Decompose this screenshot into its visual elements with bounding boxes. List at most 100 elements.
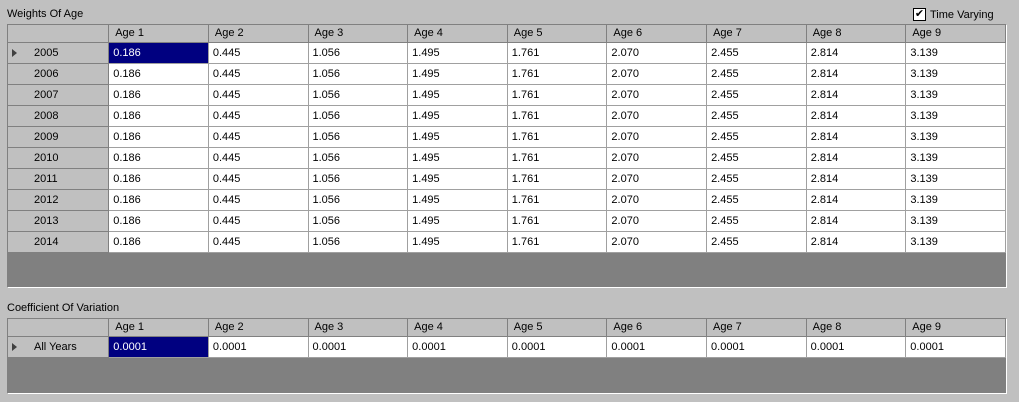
grid-cell[interactable]: 0.445 xyxy=(208,231,309,253)
column-header-age-3[interactable]: Age 3 xyxy=(308,319,409,337)
grid-cell[interactable]: 0.0001 xyxy=(706,336,807,358)
grid-cell[interactable]: 3.139 xyxy=(905,168,1006,190)
grid-cell[interactable]: 1.495 xyxy=(407,147,508,169)
grid-cell[interactable]: 0.0001 xyxy=(407,336,508,358)
grid-cell[interactable]: 2.455 xyxy=(706,231,807,253)
grid-cell[interactable]: 0.445 xyxy=(208,210,309,232)
grid-cell[interactable]: 1.761 xyxy=(507,63,608,85)
grid-cell[interactable]: 1.495 xyxy=(407,126,508,148)
grid-cell[interactable]: 2.070 xyxy=(606,189,708,211)
grid-cell[interactable]: 2.814 xyxy=(806,168,907,190)
grid-cell[interactable]: 3.139 xyxy=(905,105,1006,127)
column-header-age-8[interactable]: Age 8 xyxy=(806,319,907,337)
column-header-age-5[interactable]: Age 5 xyxy=(507,25,608,43)
grid-cell[interactable]: 1.761 xyxy=(507,42,608,64)
row-header[interactable]: 2014 xyxy=(8,231,110,253)
row-header[interactable]: 2009 xyxy=(8,126,110,148)
grid-cell[interactable]: 1.056 xyxy=(308,63,409,85)
grid-cell[interactable]: 2.814 xyxy=(806,63,907,85)
grid-cell[interactable]: 3.139 xyxy=(905,42,1006,64)
column-header-age-4[interactable]: Age 4 xyxy=(407,25,508,43)
grid-cell[interactable]: 1.056 xyxy=(308,84,409,106)
grid-cell[interactable]: 1.761 xyxy=(507,210,608,232)
grid-cell[interactable]: 2.455 xyxy=(706,84,807,106)
column-header-age-4[interactable]: Age 4 xyxy=(407,319,508,337)
grid-cell[interactable]: 2.455 xyxy=(706,63,807,85)
grid-cell[interactable]: 1.495 xyxy=(407,105,508,127)
grid-cell[interactable]: 1.761 xyxy=(507,189,608,211)
grid-cell[interactable]: 0.0001 xyxy=(507,336,608,358)
grid-cell[interactable]: 2.455 xyxy=(706,126,807,148)
column-header-age-9[interactable]: Age 9 xyxy=(905,319,1006,337)
grid-cell[interactable]: 2.814 xyxy=(806,84,907,106)
grid-cell[interactable]: 3.139 xyxy=(905,231,1006,253)
row-header[interactable]: 2008 xyxy=(8,105,110,127)
grid-cell[interactable]: 2.070 xyxy=(606,210,708,232)
column-header-age-1[interactable]: Age 1 xyxy=(108,319,209,337)
row-header[interactable]: 2006 xyxy=(8,63,110,85)
grid-cell[interactable]: 2.455 xyxy=(706,42,807,64)
grid-cell[interactable]: 1.056 xyxy=(308,42,409,64)
grid-cell[interactable]: 0.445 xyxy=(208,168,309,190)
grid-cell[interactable]: 0.445 xyxy=(208,147,309,169)
grid-cell[interactable]: 2.814 xyxy=(806,126,907,148)
grid-cell[interactable]: 3.139 xyxy=(905,126,1006,148)
column-header-age-2[interactable]: Age 2 xyxy=(208,25,309,43)
grid-cell[interactable]: 2.070 xyxy=(606,147,708,169)
grid-cell[interactable]: 1.761 xyxy=(507,168,608,190)
grid-cell[interactable]: 1.056 xyxy=(308,147,409,169)
row-header[interactable]: 2013 xyxy=(8,210,110,232)
grid-cell[interactable]: 2.455 xyxy=(706,189,807,211)
column-header-age-7[interactable]: Age 7 xyxy=(706,319,807,337)
grid-cell[interactable]: 1.056 xyxy=(308,126,409,148)
grid-cell[interactable]: 0.445 xyxy=(208,84,309,106)
grid-cell[interactable]: 0.0001 xyxy=(308,336,409,358)
grid-cell[interactable]: 2.070 xyxy=(606,231,708,253)
grid-cell[interactable]: 3.139 xyxy=(905,63,1006,85)
grid-cell[interactable]: 0.0001 xyxy=(806,336,907,358)
column-header-age-6[interactable]: Age 6 xyxy=(606,319,708,337)
grid-cell[interactable]: 0.186 xyxy=(108,189,209,211)
column-header-age-1[interactable]: Age 1 xyxy=(108,25,209,43)
column-header-age-6[interactable]: Age 6 xyxy=(606,25,708,43)
grid-cell[interactable]: 0.445 xyxy=(208,42,309,64)
row-header[interactable]: 2005 xyxy=(8,42,110,64)
grid-cell[interactable]: 0.0001 xyxy=(108,336,209,358)
grid-cell[interactable]: 1.495 xyxy=(407,84,508,106)
grid-cell[interactable]: 0.0001 xyxy=(905,336,1006,358)
grid-cell[interactable]: 2.814 xyxy=(806,147,907,169)
column-header-age-8[interactable]: Age 8 xyxy=(806,25,907,43)
time-varying-toggle[interactable]: ✔ Time Varying xyxy=(913,8,994,21)
grid-cell[interactable]: 1.495 xyxy=(407,210,508,232)
grid-cell[interactable]: 0.0001 xyxy=(208,336,309,358)
grid-cell[interactable]: 1.761 xyxy=(507,147,608,169)
grid-cell[interactable]: 1.056 xyxy=(308,168,409,190)
grid-cell[interactable]: 0.186 xyxy=(108,105,209,127)
grid-cell[interactable]: 1.495 xyxy=(407,42,508,64)
grid-cell[interactable]: 3.139 xyxy=(905,210,1006,232)
grid-cell[interactable]: 3.139 xyxy=(905,147,1006,169)
grid-cell[interactable]: 2.814 xyxy=(806,105,907,127)
row-header[interactable]: All Years xyxy=(8,336,110,358)
grid-cell[interactable]: 2.455 xyxy=(706,105,807,127)
grid-cell[interactable]: 0.186 xyxy=(108,168,209,190)
grid-cell[interactable]: 2.814 xyxy=(806,231,907,253)
row-header[interactable]: 2011 xyxy=(8,168,110,190)
grid-cell[interactable]: 2.070 xyxy=(606,42,708,64)
time-varying-checkbox[interactable]: ✔ xyxy=(913,8,926,21)
grid-cell[interactable]: 1.495 xyxy=(407,63,508,85)
corner-header[interactable] xyxy=(8,319,110,337)
grid-cell[interactable]: 2.814 xyxy=(806,189,907,211)
grid-cell[interactable]: 0.186 xyxy=(108,84,209,106)
grid-cell[interactable]: 0.445 xyxy=(208,189,309,211)
grid-cell[interactable]: 1.761 xyxy=(507,84,608,106)
row-header[interactable]: 2007 xyxy=(8,84,110,106)
grid-cell[interactable]: 1.495 xyxy=(407,189,508,211)
column-header-age-9[interactable]: Age 9 xyxy=(905,25,1006,43)
grid-cell[interactable]: 2.814 xyxy=(806,42,907,64)
grid-cell[interactable]: 2.814 xyxy=(806,210,907,232)
grid-cell[interactable]: 0.186 xyxy=(108,210,209,232)
grid-cell[interactable]: 2.070 xyxy=(606,63,708,85)
grid-cell[interactable]: 0.445 xyxy=(208,126,309,148)
column-header-age-2[interactable]: Age 2 xyxy=(208,319,309,337)
